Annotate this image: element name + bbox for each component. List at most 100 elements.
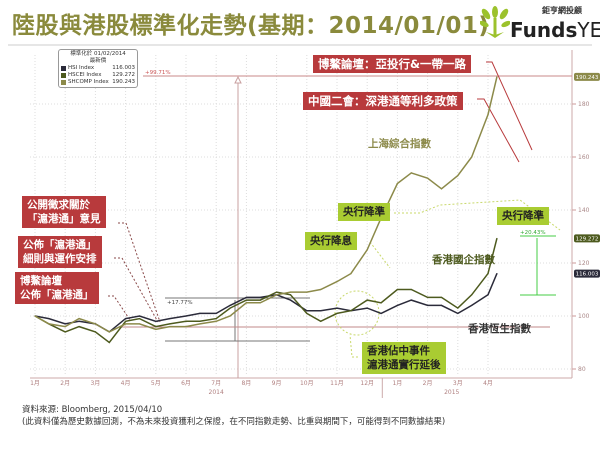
x-tick-label: 2月 bbox=[60, 380, 70, 387]
x-tick-label: 12月 bbox=[360, 380, 374, 387]
data-point bbox=[155, 326, 157, 328]
legend-subheader: 最新價 bbox=[89, 58, 107, 64]
data-point bbox=[427, 304, 429, 306]
annotation-line: 細則與運作安排 bbox=[23, 253, 97, 265]
data-point bbox=[259, 299, 261, 301]
title-divider bbox=[8, 44, 592, 46]
year-label: 2015 bbox=[444, 389, 459, 396]
x-tick-label: 2月 bbox=[423, 380, 433, 387]
logo-brand-bold: Funds bbox=[510, 18, 578, 42]
data-point bbox=[366, 249, 368, 251]
legend-label: HSCEI Index bbox=[68, 72, 102, 78]
annotation-boao-aiib: 博鰲論壇：亞投行&一帶一路 bbox=[313, 55, 472, 73]
annotation-line: 博鰲論壇 bbox=[20, 275, 62, 287]
data-point bbox=[199, 312, 201, 314]
data-point bbox=[94, 323, 96, 325]
data-point bbox=[289, 299, 292, 301]
pct-label-sh: +99.71% bbox=[145, 70, 171, 76]
x-tick-label: 7月 bbox=[211, 380, 221, 387]
pct-label-hscei: +20.43% bbox=[520, 230, 546, 236]
disclaimer: (此資料僅為歷史數據回測，不為未來投資獲利之保證，在不同指數走勢、比重與期間下，… bbox=[22, 417, 446, 427]
data-point bbox=[487, 294, 489, 296]
x-tick-label: 1月 bbox=[30, 380, 40, 387]
x-tick-label: 11月 bbox=[330, 380, 344, 387]
data-point bbox=[78, 318, 80, 320]
logo-chinese-text: 鉅亨網投顧 bbox=[542, 6, 582, 15]
logo-brand: FundsYES bbox=[510, 18, 600, 42]
data-point bbox=[138, 318, 141, 320]
legend-header: 標準化於 01/02/2014 bbox=[70, 51, 126, 57]
connector-rules bbox=[114, 257, 159, 323]
annotation-line: 公開徵求關於 bbox=[27, 199, 90, 211]
connector-boao-connect bbox=[108, 295, 131, 321]
data-point bbox=[380, 302, 382, 304]
data-point bbox=[496, 76, 498, 78]
data-point bbox=[366, 299, 368, 301]
data-point bbox=[306, 312, 308, 314]
connector-boao-aiib bbox=[486, 61, 533, 151]
legend-value: 190.243 bbox=[112, 79, 135, 85]
connector-occupy bbox=[349, 334, 358, 358]
data-point bbox=[229, 304, 231, 306]
annotation-rate-cut: 央行降息 bbox=[305, 232, 357, 250]
data-point bbox=[94, 331, 96, 333]
legend-item-hscei: HSCEI Index 129.272 bbox=[61, 72, 135, 79]
data-point bbox=[350, 310, 352, 312]
data-point bbox=[380, 312, 382, 314]
data-point bbox=[487, 114, 489, 116]
legend-label: HSI Index bbox=[68, 65, 95, 71]
y-tick-label: 180 bbox=[578, 101, 590, 108]
data-point bbox=[320, 320, 322, 322]
data-point bbox=[245, 299, 247, 301]
data-point bbox=[410, 288, 412, 291]
data-point bbox=[215, 318, 217, 320]
data-point bbox=[169, 326, 171, 328]
data-point bbox=[125, 320, 127, 322]
annotation-line: 公佈「滬港通」 bbox=[23, 239, 97, 251]
label-hsi: 香港恆生指數 bbox=[468, 323, 531, 335]
x-tick-label: 5月 bbox=[151, 380, 161, 387]
x-tick-label: 4月 bbox=[121, 380, 131, 387]
last-value-label: 190.243 bbox=[576, 75, 599, 81]
x-tick-label: 1月 bbox=[392, 380, 402, 387]
data-point bbox=[396, 182, 398, 185]
annotation-rules: 公佈「滬港通」 細則與運作安排 bbox=[18, 236, 102, 268]
data-point bbox=[336, 307, 338, 309]
data-point bbox=[336, 312, 338, 314]
data-point bbox=[155, 320, 157, 322]
pct-label-hsi: +17.77% bbox=[167, 300, 193, 306]
data-point bbox=[64, 331, 66, 333]
x-tick-label: 9月 bbox=[272, 380, 282, 387]
data-point bbox=[289, 291, 292, 293]
source-note: 資料來源: Bloomberg, 2015/04/10 bbox=[22, 405, 163, 415]
series-line-shcomp bbox=[34, 76, 498, 333]
chart-legend: 標準化於 01/02/2014 最新價 HSI Index 116.003 HSC… bbox=[58, 49, 138, 88]
last-value-badge bbox=[574, 72, 600, 81]
label-hscei: 香港國企指數 bbox=[432, 254, 495, 266]
legend-swatch bbox=[61, 66, 66, 71]
data-point bbox=[34, 315, 36, 317]
arrow-icon bbox=[234, 75, 242, 84]
data-point bbox=[276, 291, 278, 293]
data-point bbox=[125, 323, 127, 325]
data-point bbox=[185, 326, 187, 328]
data-point bbox=[320, 310, 322, 312]
legend-swatch bbox=[61, 80, 66, 85]
last-value-badge bbox=[574, 269, 600, 278]
data-point bbox=[471, 156, 473, 158]
data-point bbox=[78, 320, 80, 322]
data-point bbox=[185, 315, 187, 317]
data-point bbox=[306, 310, 308, 312]
year-label: 2014 bbox=[209, 389, 224, 396]
annotation-line: 滬港通實行延後 bbox=[367, 359, 441, 371]
annotation-occupy-central: 香港佔中事件 滬港通實行延後 bbox=[362, 342, 446, 374]
data-point bbox=[320, 288, 322, 291]
logo-brand-light: YES bbox=[577, 18, 600, 42]
data-point bbox=[229, 315, 231, 317]
y-tick-label: 80 bbox=[578, 366, 586, 373]
data-point bbox=[276, 294, 278, 296]
annotation-two-sessions: 中國二會：深港通等利多政策 bbox=[303, 92, 463, 110]
data-point bbox=[245, 296, 247, 299]
annotation-boao-connect: 博鰲論壇 公佈「滬港通」 bbox=[15, 272, 99, 304]
